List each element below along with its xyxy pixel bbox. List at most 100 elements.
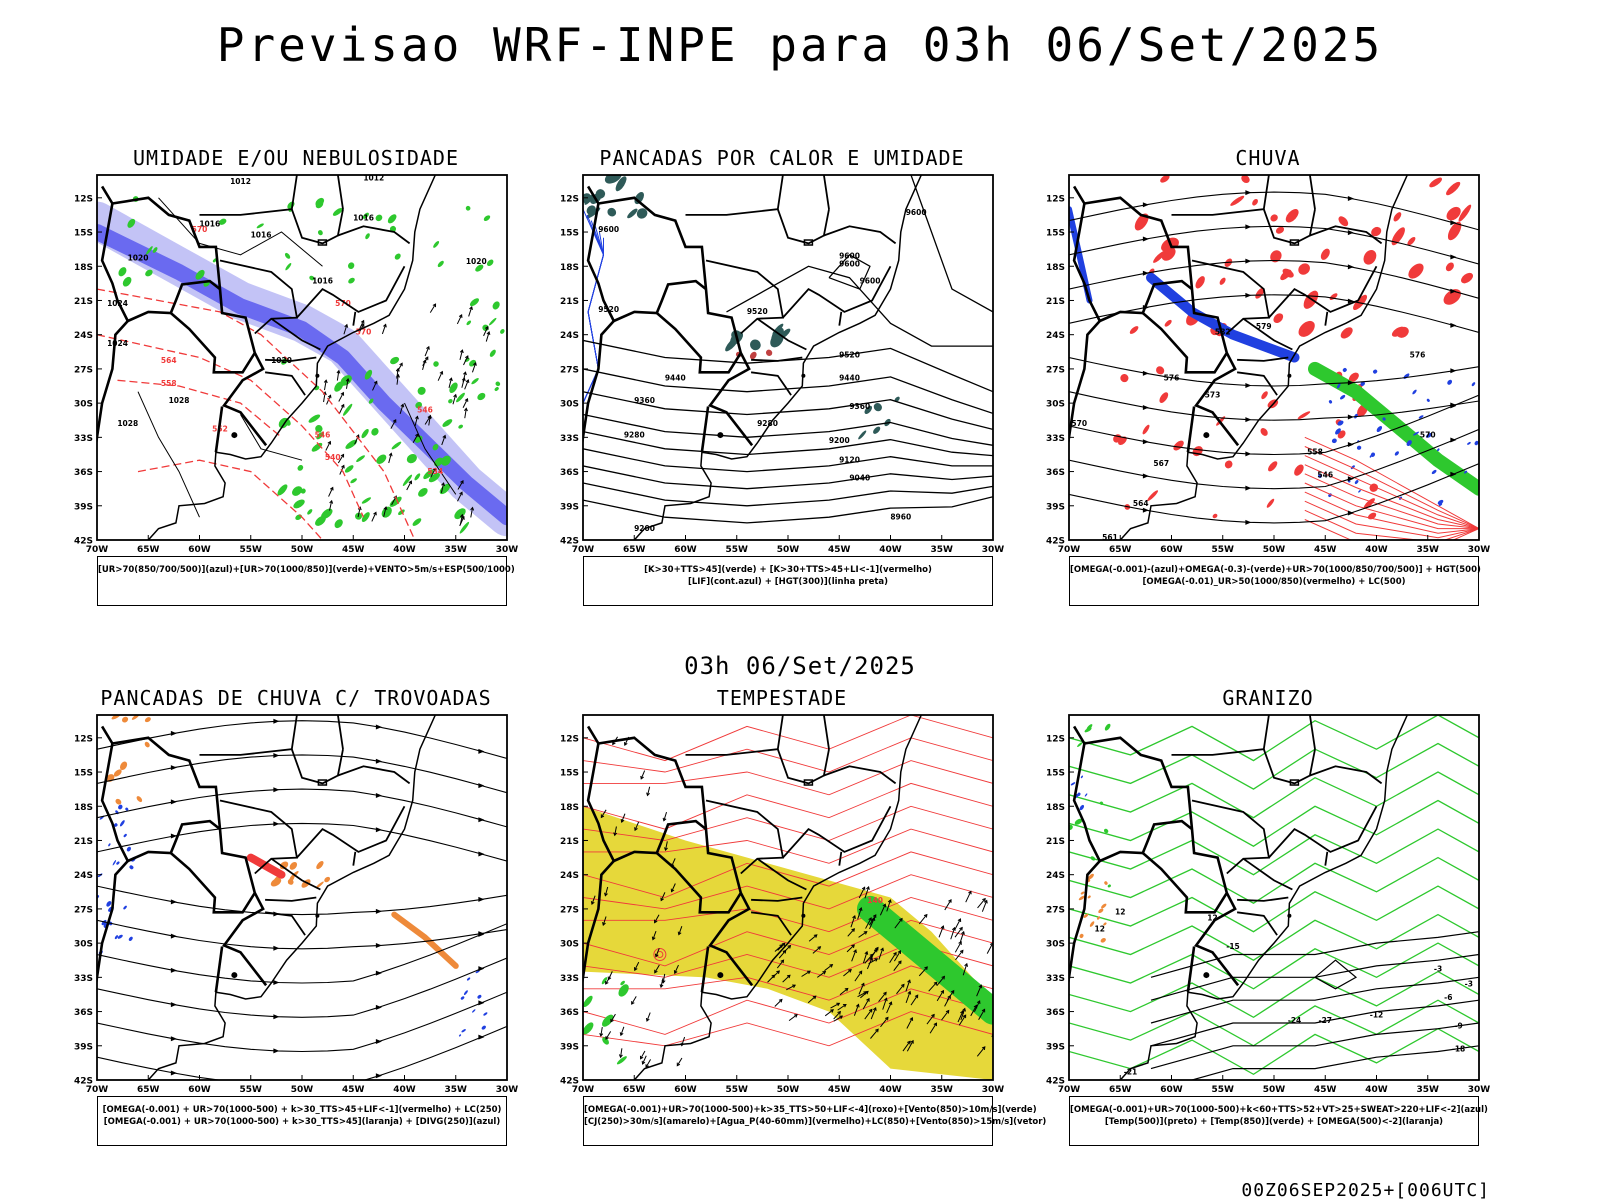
blue-omega-cell — [1474, 440, 1479, 446]
red-rain-cell — [1192, 446, 1203, 457]
temp850-contour — [1069, 885, 1479, 933]
temp850-contour — [1069, 970, 1479, 1019]
teal-cell — [873, 426, 881, 434]
streamline-arrow — [1450, 322, 1457, 328]
red-rain-cell — [1230, 195, 1245, 206]
wind-vector — [778, 950, 787, 959]
green-temp-cell — [1086, 724, 1093, 731]
contour-label: 573 — [1205, 390, 1221, 399]
thickness-contour — [97, 288, 416, 540]
lon-tick-label: 70W — [86, 1085, 109, 1095]
lon-tick-label: 35W — [931, 545, 954, 555]
blue-divg-cell — [114, 823, 118, 827]
contour-label: 1028 — [169, 396, 190, 405]
green-humidity-cell — [469, 298, 480, 307]
contour-label: 1028 — [117, 419, 138, 428]
lon-tick-label: 65W — [137, 545, 160, 555]
red-rain-cell — [1408, 263, 1424, 279]
temp850-contour — [1069, 828, 1479, 876]
panel-tempestade: TEMPESTADE 140 12S 15S 18S 21S 24S 27S 30S 33S 36S… — [552, 686, 1046, 1166]
hgt-contour — [726, 265, 993, 347]
legend-box: [OMEGA(-0.001)+UR>70(1000-500)+k>35_TTS>… — [583, 1096, 1046, 1146]
pressure-contour — [404, 402, 457, 495]
temp500-contour — [1314, 959, 1358, 990]
blue-omega-cell — [1426, 398, 1430, 402]
green-humidity-cell — [145, 269, 153, 277]
blue-omega-cell — [1431, 469, 1437, 475]
wind-vector — [354, 434, 360, 445]
wind-vector — [959, 931, 965, 944]
green-humidity-cell — [315, 515, 326, 526]
wind-vector — [929, 1022, 937, 1034]
green-humidity-cell — [433, 241, 440, 248]
lon-tick-label: 55W — [1212, 1085, 1235, 1095]
contour-label: -21 — [1124, 1067, 1138, 1076]
contour-label: 1020 — [466, 257, 487, 266]
contour-label: 8960 — [890, 512, 911, 521]
green-humidity-cell — [350, 478, 357, 484]
green-humidity-cell — [362, 212, 369, 219]
streamline-arrow — [375, 1073, 382, 1079]
lon-tick-label: 65W — [1109, 545, 1132, 555]
lat-tick-label: 33S — [1046, 974, 1065, 984]
contour-label: 9280 — [757, 419, 778, 428]
contour-label: 567 — [1153, 459, 1169, 468]
green-humidity-cell — [297, 465, 304, 471]
pressure-contour — [137, 391, 200, 518]
orange-omega-cell — [1096, 916, 1101, 920]
wind-vector — [941, 1010, 950, 1021]
contour-label: 570 — [192, 225, 208, 234]
wind-vector — [954, 918, 961, 930]
red-rain-cell — [1118, 436, 1127, 445]
orange-band — [391, 911, 459, 969]
streamline-arrow — [478, 1034, 485, 1040]
contour-label: 576 — [1164, 373, 1180, 382]
lat-tick-label: 33S — [1046, 434, 1065, 444]
wind-vector — [833, 1015, 843, 1022]
lat-tick-label: 39S — [560, 502, 579, 512]
contour-label: 546 — [315, 430, 331, 439]
green-humidity-cell — [364, 369, 373, 380]
temp850-contour — [1069, 1027, 1479, 1076]
wind-vector — [396, 374, 399, 385]
green-humidity-cell — [500, 329, 505, 334]
lc-red-line — [583, 1011, 993, 1047]
red-rain-cell — [1261, 391, 1268, 400]
lon-tick-label: 35W — [445, 1085, 468, 1095]
wind-vector — [837, 1004, 847, 1011]
blue-divg-cell — [108, 843, 111, 847]
wind-vector — [830, 1002, 840, 1009]
streamline-arrow — [1347, 510, 1354, 516]
wind-vector — [864, 886, 870, 899]
streamline-arrow — [375, 970, 382, 976]
blue-divg-cell — [106, 901, 112, 907]
wind-vector — [889, 952, 897, 964]
blue-cell — [1079, 804, 1085, 811]
green-humidity-cell — [477, 392, 486, 401]
streamline-arrow — [1142, 405, 1149, 411]
blue-divg-cell — [129, 865, 134, 870]
wind-vector — [464, 408, 467, 419]
contour-label: 576 — [1410, 351, 1426, 360]
lon-tick-label: 50W — [291, 545, 314, 555]
streamline-arrow — [478, 748, 485, 754]
green-humidity-cell — [334, 519, 343, 529]
streamline-arrow — [1245, 258, 1252, 264]
wind-vector — [870, 1028, 879, 1039]
streamline-arrow — [1347, 264, 1354, 270]
blue-omega-cell — [1356, 445, 1362, 450]
red-rain-cell — [1120, 373, 1129, 383]
red-rain-cell — [1445, 262, 1454, 272]
teal-cell — [627, 208, 638, 219]
wind-vector — [977, 898, 986, 909]
streamline — [97, 822, 507, 862]
lat-tick-label: 21S — [74, 837, 93, 847]
lat-tick-label: 42S — [560, 537, 579, 547]
contour-label: 558 — [161, 379, 177, 388]
lat-tick-label: 36S — [560, 468, 579, 478]
streamline-arrow — [478, 851, 485, 857]
green-humidity-cell — [389, 496, 402, 507]
wind-vector — [662, 973, 666, 983]
contour-label: -18 — [1452, 1044, 1466, 1053]
legend-line: [OMEGA(-0.001) + UR>70(1000-500) + k>30_… — [103, 1117, 501, 1127]
